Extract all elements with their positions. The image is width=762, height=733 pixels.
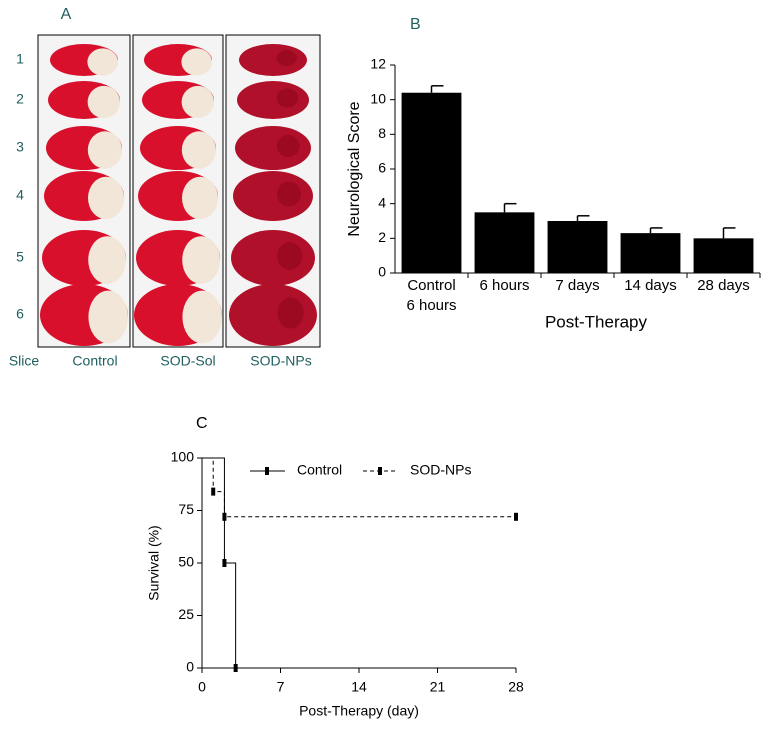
- panel-label: C: [196, 415, 208, 432]
- y-axis-label: Survival (%): [146, 525, 162, 600]
- bar: [474, 212, 535, 273]
- infarct: [87, 131, 122, 169]
- column-label: Control: [72, 353, 117, 369]
- slice-number: 1: [16, 51, 24, 67]
- x-tick-label: 28 days: [697, 277, 750, 294]
- brain-slice: [237, 81, 309, 119]
- slice-number: 3: [16, 139, 24, 155]
- y-tick-label: 0: [186, 659, 194, 675]
- slice-number: 2: [16, 91, 24, 107]
- brain-slice: [229, 284, 317, 346]
- x-tick-label: 7: [277, 679, 285, 695]
- infarct: [181, 85, 214, 119]
- survival-line: [202, 457, 516, 518]
- y-tick-label: 25: [178, 606, 194, 622]
- x-tick-label: 21: [430, 679, 446, 695]
- infarct: [182, 290, 222, 344]
- survival-line: [202, 457, 237, 668]
- x-axis-label: Post-Therapy: [545, 312, 648, 331]
- tissue: [277, 297, 304, 329]
- infarct: [88, 290, 128, 344]
- legend-marker: [265, 467, 269, 475]
- tissue: [277, 181, 301, 207]
- infarct: [88, 176, 124, 220]
- column-label: SOD-NPs: [250, 353, 311, 369]
- censor-marker: [233, 664, 238, 672]
- tissue: [277, 242, 303, 270]
- bar: [401, 92, 462, 273]
- slice-number: 6: [16, 306, 24, 322]
- infarct: [182, 176, 218, 220]
- y-tick-label: 4: [378, 194, 386, 210]
- infarct: [88, 236, 126, 284]
- y-tick-label: 100: [171, 449, 195, 465]
- censor-marker: [211, 487, 216, 496]
- bar: [547, 221, 608, 273]
- y-tick-label: 75: [178, 501, 194, 517]
- y-tick-label: 12: [370, 56, 386, 72]
- row-header: Slice: [9, 353, 40, 369]
- y-tick-label: 50: [178, 554, 194, 570]
- censor-marker: [222, 512, 227, 521]
- column-label: SOD-Sol: [160, 353, 215, 369]
- infarct: [181, 131, 216, 169]
- slice-number: 4: [16, 187, 24, 203]
- x-tick-label: 0: [198, 679, 206, 695]
- y-axis-label: Neurological Score: [346, 101, 363, 236]
- legend-label: Control: [297, 462, 342, 478]
- x-tick-label: 14: [351, 679, 367, 695]
- x-tick-label: 28: [508, 679, 524, 695]
- x-tick-label: 6 hours: [479, 277, 529, 294]
- x-tick-label: 7 days: [555, 277, 599, 294]
- x-tick-label: Control: [407, 277, 455, 294]
- y-tick-label: 0: [378, 264, 386, 280]
- x-tick-label: 6 hours: [406, 297, 456, 314]
- y-tick-label: 2: [378, 229, 386, 245]
- y-tick-label: 10: [370, 90, 386, 106]
- censor-marker: [222, 559, 227, 567]
- infarct: [181, 48, 212, 76]
- y-tick-label: 8: [378, 125, 386, 141]
- brain-slice: [233, 171, 313, 221]
- infarct: [182, 236, 221, 284]
- brain-slice: [239, 44, 307, 76]
- legend-label: SOD-NPs: [410, 462, 471, 478]
- panel-label: B: [410, 16, 421, 33]
- x-tick-label: 14 days: [624, 277, 677, 294]
- infarct: [87, 85, 121, 119]
- brain-slice: [235, 126, 311, 170]
- x-axis-label: Post-Therapy (day): [299, 703, 419, 719]
- infarct: [87, 48, 118, 76]
- censor-marker: [514, 512, 518, 521]
- slice-number: 5: [16, 249, 24, 265]
- bar: [620, 233, 681, 273]
- tissue: [276, 88, 299, 108]
- legend-marker: [378, 467, 382, 475]
- tissue: [276, 50, 297, 66]
- tissue: [276, 135, 300, 157]
- y-tick-label: 6: [378, 160, 386, 176]
- bar: [693, 238, 754, 273]
- brain-slice: [231, 230, 315, 286]
- panel-label: A: [61, 6, 72, 23]
